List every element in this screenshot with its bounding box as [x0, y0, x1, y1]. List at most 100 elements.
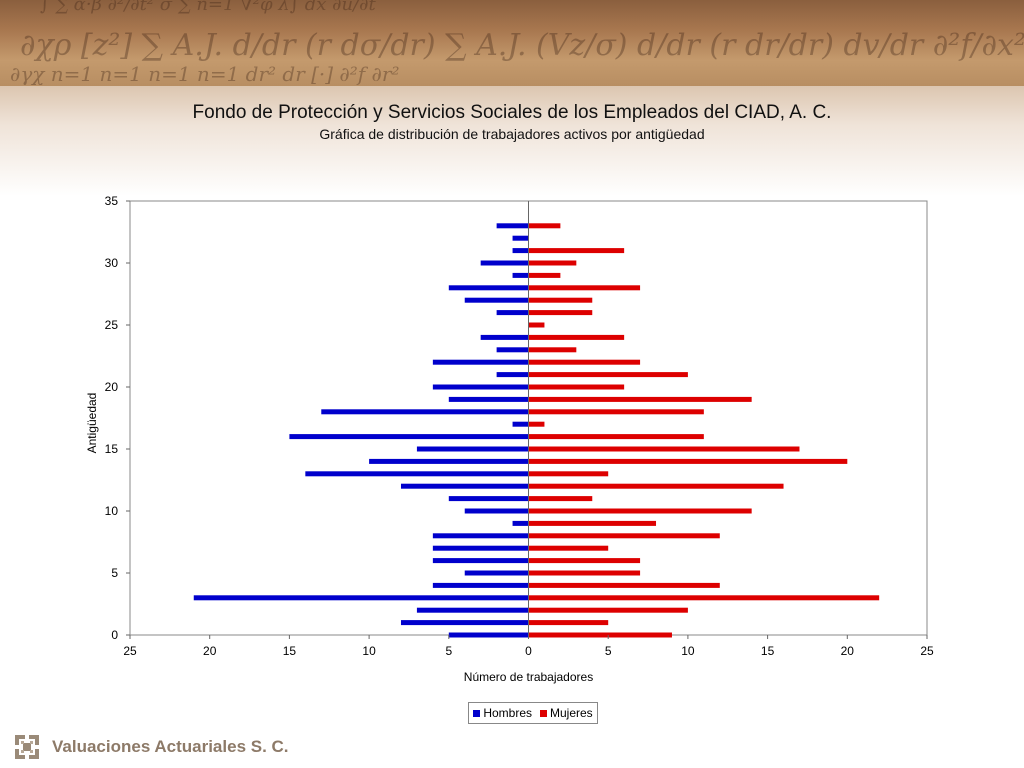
bar-mujeres-25 [528, 322, 545, 328]
equation-decoration: ∂χρ [z²] ∑ A.J. d/dr (r dσ/dr) ∑ A.J. (V… [20, 28, 1024, 63]
legend-label-hombres: Hombres [483, 706, 532, 720]
y-tick-label: 0 [111, 628, 118, 642]
page-title: Fondo de Protección y Servicios Sociales… [192, 102, 832, 123]
y-tick-label: 5 [111, 566, 118, 580]
bar-mujeres-15 [528, 446, 800, 452]
bar-mujeres-2 [528, 607, 688, 613]
bar-hombres-10 [464, 508, 529, 514]
bar-mujeres-5 [528, 570, 641, 576]
y-tick-label: 35 [105, 194, 119, 208]
bar-mujeres-9 [528, 520, 657, 526]
bar-mujeres-1 [528, 620, 609, 626]
company-logo-icon [12, 732, 42, 762]
bar-mujeres-20 [528, 384, 625, 390]
bar-hombres-13 [305, 471, 529, 477]
bar-mujeres-7 [528, 545, 609, 551]
y-tick-label: 20 [105, 380, 119, 394]
x-tick-label: 0 [525, 644, 532, 658]
x-tick-label: 15 [283, 644, 297, 658]
x-tick-label: 25 [123, 644, 137, 658]
bar-hombres-20 [432, 384, 529, 390]
bar-hombres-2 [416, 607, 529, 613]
bar-mujeres-17 [528, 421, 545, 427]
bar-hombres-5 [464, 570, 529, 576]
bar-hombres-28 [448, 285, 529, 291]
bar-hombres-12 [400, 483, 529, 489]
bar-mujeres-22 [528, 359, 641, 365]
y-tick-label: 30 [105, 256, 119, 270]
equation-decoration-2: ∫ ∑ α·β ∂²/∂t² σ ∑ n=1 ∇²φ λ∫ dx ∂u/∂t [40, 0, 376, 15]
bar-mujeres-30 [528, 260, 577, 266]
legend-label-mujeres: Mujeres [550, 706, 593, 720]
bar-mujeres-0 [528, 632, 672, 638]
bar-hombres-24 [480, 334, 529, 340]
bar-hombres-18 [321, 409, 529, 415]
bar-hombres-14 [369, 458, 529, 464]
bar-mujeres-10 [528, 508, 752, 514]
bar-mujeres-18 [528, 409, 704, 415]
bar-hombres-7 [432, 545, 529, 551]
legend-swatch-mujeres [540, 709, 547, 717]
bar-hombres-22 [432, 359, 529, 365]
bar-hombres-11 [448, 496, 529, 502]
bar-mujeres-21 [528, 372, 688, 378]
bar-mujeres-12 [528, 483, 784, 489]
x-tick-label: 5 [605, 644, 612, 658]
bar-hombres-26 [496, 310, 529, 316]
bar-mujeres-29 [528, 272, 561, 278]
x-tick-label: 10 [362, 644, 376, 658]
equation-decoration-3: ∂γχ n=1 n=1 n=1 n=1 dr² dr [·] ∂²f ∂r² [10, 62, 400, 86]
legend-swatch-hombres [473, 709, 481, 717]
bar-hombres-27 [464, 297, 529, 303]
bar-hombres-32 [512, 235, 529, 241]
x-tick-label: 20 [841, 644, 855, 658]
bar-hombres-16 [289, 434, 529, 440]
bar-mujeres-3 [528, 595, 880, 601]
bar-hombres-23 [496, 347, 529, 353]
bar-mujeres-19 [528, 396, 752, 402]
bar-mujeres-8 [528, 533, 720, 539]
bar-hombres-31 [512, 248, 529, 254]
x-axis-title: Número de trabajadores [464, 670, 593, 684]
bar-hombres-6 [432, 558, 529, 564]
bar-mujeres-6 [528, 558, 641, 564]
y-tick-label: 10 [105, 504, 119, 518]
bar-hombres-19 [448, 396, 529, 402]
company-name: Valuaciones Actuariales S. C. [52, 737, 289, 756]
bar-hombres-0 [448, 632, 529, 638]
header-banner: ∂χρ [z²] ∑ A.J. d/dr (r dσ/dr) ∑ A.J. (V… [0, 0, 1024, 86]
bar-mujeres-27 [528, 297, 593, 303]
x-tick-label: 10 [681, 644, 695, 658]
bar-hombres-3 [193, 595, 529, 601]
bar-hombres-21 [496, 372, 529, 378]
bar-mujeres-33 [528, 223, 561, 229]
header-fade [0, 86, 1024, 196]
bar-hombres-17 [512, 421, 529, 427]
legend-item-hombres: Hombres [473, 706, 532, 720]
bar-mujeres-31 [528, 248, 625, 254]
bar-mujeres-26 [528, 310, 593, 316]
x-tick-label: 25 [920, 644, 934, 658]
y-tick-label: 25 [105, 318, 119, 332]
bar-mujeres-24 [528, 334, 625, 340]
page-subtitle: Gráfica de distribución de trabajadores … [319, 126, 705, 142]
bar-mujeres-14 [528, 458, 848, 464]
bar-hombres-29 [512, 272, 529, 278]
y-axis-title: Antigüedad [85, 393, 99, 454]
bar-mujeres-28 [528, 285, 641, 291]
bar-mujeres-23 [528, 347, 577, 353]
x-tick-label: 20 [203, 644, 217, 658]
legend-item-mujeres: Mujeres [540, 706, 593, 720]
bar-mujeres-16 [528, 434, 704, 440]
bar-hombres-8 [432, 533, 529, 539]
chart-legend: Hombres Mujeres [468, 702, 598, 724]
x-tick-label: 5 [445, 644, 452, 658]
bar-hombres-15 [416, 446, 529, 452]
y-tick-label: 15 [105, 442, 119, 456]
bar-mujeres-11 [528, 496, 593, 502]
bar-hombres-30 [480, 260, 529, 266]
bar-hombres-9 [512, 520, 529, 526]
bar-hombres-4 [432, 582, 529, 588]
bar-mujeres-4 [528, 582, 720, 588]
